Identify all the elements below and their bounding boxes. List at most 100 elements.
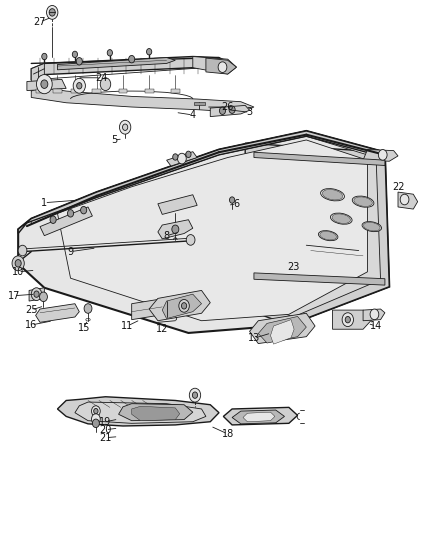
Text: 4: 4 [190, 110, 196, 120]
Ellipse shape [332, 214, 350, 223]
Polygon shape [75, 402, 206, 423]
Circle shape [81, 206, 87, 214]
Circle shape [18, 245, 27, 256]
Polygon shape [53, 90, 62, 93]
Text: 10: 10 [12, 267, 24, 277]
Circle shape [67, 209, 74, 217]
Text: 12: 12 [156, 324, 169, 334]
Text: 17: 17 [7, 290, 20, 301]
Polygon shape [158, 220, 193, 239]
Circle shape [370, 309, 379, 320]
Circle shape [179, 300, 189, 312]
Circle shape [36, 75, 52, 94]
Circle shape [50, 216, 56, 223]
Circle shape [41, 80, 48, 88]
Circle shape [84, 304, 92, 313]
Text: 19: 19 [99, 417, 112, 427]
Polygon shape [119, 90, 127, 93]
Polygon shape [171, 90, 180, 93]
Text: 1: 1 [41, 198, 47, 208]
Text: 15: 15 [78, 322, 90, 333]
Text: 9: 9 [67, 247, 74, 256]
Polygon shape [363, 150, 398, 161]
Text: 25: 25 [25, 305, 38, 315]
Text: 5: 5 [111, 135, 117, 145]
Polygon shape [35, 90, 44, 93]
Polygon shape [206, 58, 237, 74]
Polygon shape [18, 131, 389, 333]
Polygon shape [245, 143, 389, 325]
Circle shape [92, 419, 99, 427]
Polygon shape [194, 102, 205, 105]
Text: 14: 14 [370, 321, 382, 331]
Polygon shape [223, 407, 297, 425]
Circle shape [192, 392, 198, 398]
Text: 18: 18 [222, 429, 234, 439]
Circle shape [73, 78, 85, 93]
Ellipse shape [318, 231, 338, 241]
Ellipse shape [320, 231, 336, 240]
Text: 26: 26 [222, 102, 234, 112]
Polygon shape [232, 410, 285, 424]
Circle shape [189, 388, 201, 402]
Polygon shape [158, 195, 197, 214]
Text: 6: 6 [233, 199, 240, 209]
Text: 23: 23 [287, 262, 300, 271]
Text: 3: 3 [247, 107, 253, 117]
Circle shape [342, 313, 353, 327]
Ellipse shape [362, 222, 381, 232]
Polygon shape [29, 288, 44, 301]
Circle shape [100, 78, 111, 91]
Polygon shape [31, 86, 254, 112]
Circle shape [72, 51, 78, 58]
Polygon shape [162, 294, 201, 319]
Circle shape [129, 55, 135, 63]
Circle shape [92, 414, 100, 424]
Text: 8: 8 [163, 231, 170, 241]
Polygon shape [254, 152, 381, 317]
Polygon shape [149, 290, 210, 321]
Circle shape [120, 120, 131, 134]
Polygon shape [132, 300, 166, 320]
Text: 21: 21 [99, 433, 112, 443]
Circle shape [230, 197, 235, 203]
Polygon shape [119, 403, 193, 421]
Polygon shape [57, 58, 175, 70]
Circle shape [34, 291, 39, 297]
Ellipse shape [364, 222, 380, 231]
Polygon shape [35, 304, 79, 322]
Polygon shape [193, 56, 237, 74]
Text: 22: 22 [392, 182, 404, 192]
Circle shape [15, 260, 21, 267]
Circle shape [92, 406, 100, 416]
Circle shape [147, 49, 152, 55]
Text: 16: 16 [25, 320, 37, 330]
Ellipse shape [330, 213, 352, 224]
Circle shape [229, 106, 235, 114]
Polygon shape [31, 63, 44, 91]
Polygon shape [332, 310, 372, 329]
Polygon shape [243, 412, 275, 422]
Circle shape [400, 194, 409, 205]
Circle shape [173, 154, 178, 160]
Circle shape [186, 151, 191, 158]
Text: 24: 24 [95, 73, 107, 83]
Circle shape [123, 124, 128, 131]
Circle shape [77, 83, 82, 89]
Circle shape [12, 256, 24, 271]
Polygon shape [254, 273, 385, 285]
Circle shape [219, 107, 226, 115]
Circle shape [378, 150, 387, 160]
Circle shape [172, 225, 179, 233]
Ellipse shape [352, 196, 374, 207]
Circle shape [42, 53, 47, 60]
Text: 20: 20 [99, 425, 112, 435]
Polygon shape [398, 192, 418, 209]
Polygon shape [92, 90, 101, 93]
Text: 13: 13 [248, 333, 260, 343]
Circle shape [186, 235, 195, 245]
Polygon shape [18, 131, 385, 233]
Polygon shape [210, 106, 250, 117]
Polygon shape [258, 317, 306, 343]
Polygon shape [254, 152, 385, 165]
